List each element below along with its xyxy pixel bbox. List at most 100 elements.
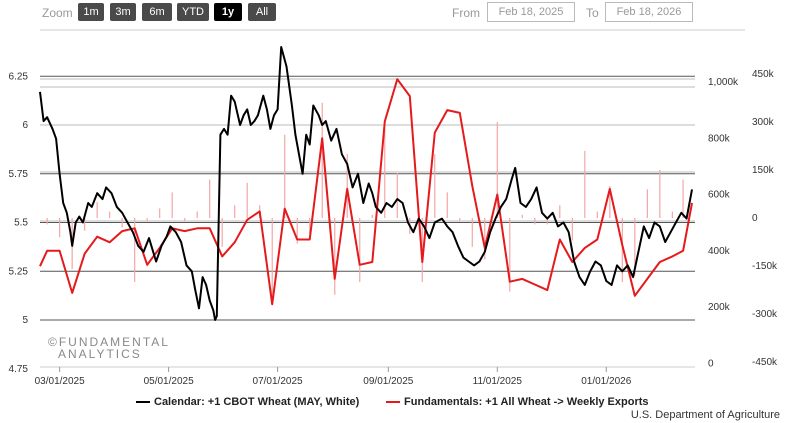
x-tick-label: 09/01/2025: [363, 376, 413, 387]
exports-bar: [109, 211, 111, 218]
exports-bar: [384, 128, 386, 218]
exports-bar: [659, 170, 661, 218]
y-right-tick-label: -300k: [752, 309, 778, 320]
zoom-1y-button[interactable]: 1y: [214, 3, 242, 21]
exports-bar: [184, 218, 186, 222]
y-left-tick-label: 4.75: [9, 364, 29, 375]
y-left-tick-label: 6: [22, 120, 28, 131]
y-left-tick-label: 5.75: [9, 169, 29, 180]
exports-bar: [46, 218, 48, 225]
exports-bar: [459, 218, 461, 222]
x-tick-label: 07/01/2025: [253, 376, 303, 387]
y-right-tick-label: -150k: [752, 261, 778, 272]
exports-bar: [96, 202, 98, 218]
exports-bar: [521, 214, 523, 218]
exports-bar: [671, 211, 673, 218]
y-right-tick-label: 450k: [752, 69, 775, 80]
exports-bar: [559, 205, 561, 218]
exports-bar: [509, 218, 511, 292]
source-credit: U.S. Department of Agriculture: [630, 409, 780, 421]
logo-line2: ANALYTICS: [58, 347, 142, 361]
legend-item-fundamentals[interactable]: Fundamentals: +1 All Wheat -> Weekly Exp…: [386, 396, 649, 408]
logo-line1: FUNDAMENTAL: [58, 335, 170, 349]
exports-bar: [221, 218, 223, 247]
series-line-cbot-wheat: [39, 46, 693, 321]
legend-swatch-red: [386, 401, 400, 404]
axis-labels: 4.75 5 5.25 5.5 5.75 6 6.25 0 200k 400k 600k 800k 1,…: [9, 69, 778, 387]
exports-bar: [246, 182, 248, 218]
exports-bar: [396, 173, 398, 218]
gridlines: [40, 29, 745, 368]
exports-bar: [84, 218, 86, 231]
exports-bar: [134, 218, 136, 282]
from-label: From: [452, 6, 480, 20]
zoom-ytd-button[interactable]: YTD: [177, 3, 209, 21]
y-right-tick-label: -450k: [752, 357, 778, 368]
legend-swatch-black: [136, 401, 150, 404]
exports-bar: [471, 218, 473, 247]
y-mid-tick-label: 400k: [708, 246, 731, 257]
exports-bar: [121, 218, 123, 228]
from-date-input[interactable]: Feb 18, 2025: [487, 2, 575, 22]
exports-bar: [309, 218, 311, 234]
exports-bar: [609, 186, 611, 218]
copyright-icon: ©: [48, 335, 59, 349]
exports-bar: [334, 218, 336, 295]
y-right-tick-label: 300k: [752, 117, 775, 128]
exports-bar: [446, 192, 448, 218]
y-right-tick-label: 150k: [752, 165, 775, 176]
exports-bar: [321, 102, 323, 218]
y-left-tick-label: 5: [22, 315, 28, 326]
exports-bar: [146, 218, 148, 222]
y-left-tick-label: 6.25: [9, 71, 29, 82]
exports-bar: [284, 134, 286, 218]
exports-bar: [359, 218, 361, 282]
exports-bars: [46, 102, 684, 298]
exports-bar: [634, 218, 636, 276]
exports-bar: [346, 154, 348, 218]
series-line-weekly-exports: [39, 78, 693, 306]
y-mid-tick-label: 800k: [708, 133, 731, 144]
y-left-tick-label: 5.5: [14, 218, 28, 229]
exports-bar: [596, 211, 598, 218]
legend-label: Fundamentals: +1 All Wheat -> Weekly Exp…: [404, 396, 649, 408]
legend-item-calendar[interactable]: Calendar: +1 CBOT Wheat (MAY, White): [136, 396, 359, 408]
exports-bar: [59, 218, 61, 238]
exports-bar: [646, 189, 648, 218]
exports-bar: [159, 208, 161, 218]
y-mid-tick-label: 1,000k: [708, 77, 739, 88]
x-tick-label: 03/01/2025: [35, 376, 85, 387]
exports-bar: [534, 218, 536, 225]
zoom-6m-button[interactable]: 6m: [142, 3, 172, 21]
fundamental-analytics-logo: ©FUNDAMENTAL ANALYTICS: [48, 336, 170, 360]
exports-bar: [584, 150, 586, 218]
exports-bar: [371, 214, 373, 218]
exports-bar: [496, 122, 498, 218]
zoom-all-button[interactable]: All: [248, 3, 276, 21]
exports-bar: [296, 218, 298, 244]
zoom-1m-button[interactable]: 1m: [78, 3, 104, 21]
exports-bar: [571, 218, 573, 241]
range-toolbar: Zoom 1m 3m 6m YTD 1y All From Feb 18, 20…: [0, 0, 788, 26]
x-tick-label: 01/01/2026: [581, 376, 631, 387]
to-date-input[interactable]: Feb 18, 2026: [605, 2, 693, 22]
exports-bar: [546, 218, 548, 225]
exports-bar: [434, 154, 436, 218]
exports-bar: [171, 192, 173, 218]
zoom-3m-button[interactable]: 3m: [110, 3, 136, 21]
zoom-label: Zoom: [42, 6, 73, 20]
exports-bar: [621, 218, 623, 282]
y-mid-tick-label: 200k: [708, 302, 731, 313]
exports-bar: [209, 179, 211, 218]
exports-bar: [234, 205, 236, 218]
y-left-tick-label: 5.25: [9, 266, 29, 277]
exports-bar: [484, 218, 486, 260]
exports-bar: [682, 179, 684, 218]
to-label: To: [586, 6, 599, 20]
exports-bar: [271, 218, 273, 298]
y-right-tick-label: 0: [752, 213, 758, 224]
y-mid-tick-label: 600k: [708, 190, 731, 201]
series-lines: [39, 46, 693, 321]
y-mid-tick-label: 0: [708, 358, 714, 369]
